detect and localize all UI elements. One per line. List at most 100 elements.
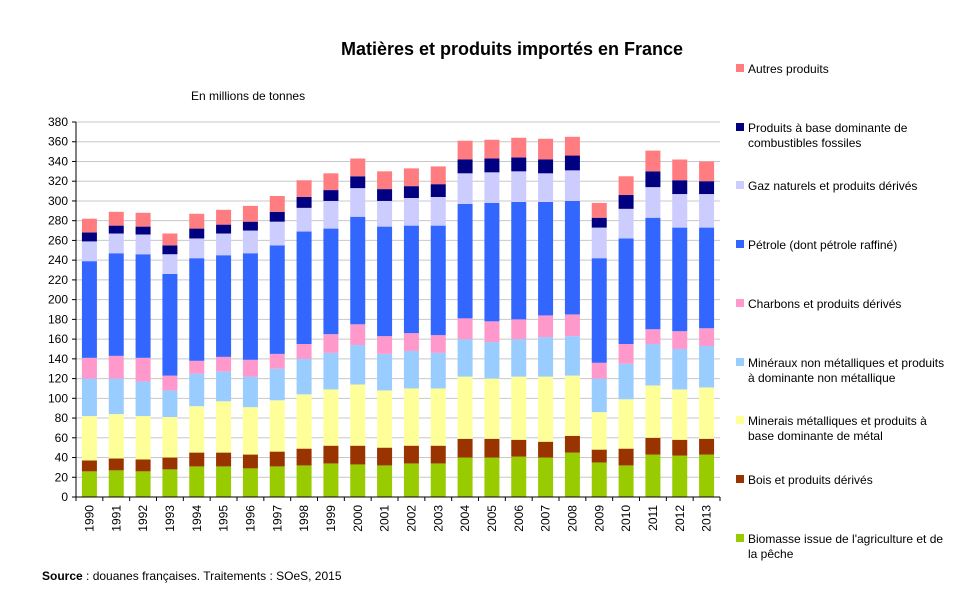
- bar-segment: [242, 205, 258, 222]
- bar-segment: [699, 227, 715, 329]
- y-tick-label: 220: [48, 273, 68, 287]
- bar-segment: [484, 438, 500, 458]
- bars: [81, 136, 715, 497]
- bar-segment: [81, 241, 97, 262]
- bar-segment: [538, 173, 554, 202]
- bar-segment: [269, 353, 285, 369]
- bar-segment: [189, 238, 205, 259]
- bar-segment: [323, 190, 339, 201]
- bar-segment: [457, 339, 473, 377]
- bar-segment: [538, 159, 554, 174]
- bar-segment: [591, 462, 607, 497]
- bar-segment: [108, 211, 124, 226]
- bar-segment: [403, 197, 419, 226]
- bar-segment: [457, 203, 473, 319]
- bar-segment: [189, 213, 205, 229]
- x-tick-label: 2012: [673, 505, 687, 532]
- x-tick-labels: 1990 1991 1992 1993 1994 1995 1996 1997 1998 1999…: [75, 497, 721, 532]
- bar-segment: [135, 226, 151, 235]
- bar-segment: [216, 401, 232, 453]
- bar-segment: [699, 438, 715, 455]
- bar-segment: [242, 468, 258, 497]
- legend-item: Bois et produits dérivés: [736, 473, 873, 487]
- bar-segment: [457, 140, 473, 160]
- y-tick-label: 0: [61, 490, 68, 504]
- bar-segment: [269, 196, 285, 212]
- bar-segment: [296, 231, 312, 345]
- bar-segment: [216, 356, 232, 372]
- bar-segment: [323, 463, 339, 497]
- bar-segment: [242, 221, 258, 231]
- bar-segment: [484, 139, 500, 159]
- bar-segment: [564, 170, 580, 201]
- bar-stack-2001: [377, 171, 393, 497]
- x-tick-label: 1999: [324, 505, 338, 532]
- bar-segment: [350, 345, 366, 385]
- bar-segment: [511, 439, 527, 457]
- bar-segment: [457, 173, 473, 204]
- bar-segment: [216, 466, 232, 497]
- bar-segment: [162, 469, 178, 497]
- bar-segment: [242, 230, 258, 254]
- bar-segment: [269, 368, 285, 401]
- bar-segment: [591, 258, 607, 363]
- x-tick-label: 2004: [458, 505, 472, 532]
- x-tick-label: 1997: [270, 505, 284, 532]
- bar-stack-1999: [323, 173, 339, 497]
- y-tick-label: 260: [48, 233, 68, 247]
- bar-stack-2002: [403, 168, 419, 497]
- bar-stack-1997: [269, 196, 285, 497]
- bar-segment: [108, 378, 124, 415]
- bar-segment: [108, 233, 124, 254]
- x-tick-label: 1996: [243, 505, 257, 532]
- y-tick-label: 80: [55, 411, 69, 425]
- bar-segment: [511, 171, 527, 202]
- y-tick-label: 40: [55, 451, 69, 465]
- bar-stack-2012: [672, 159, 688, 497]
- bar-segment: [618, 238, 634, 345]
- bar-segment: [403, 333, 419, 351]
- bar-segment: [108, 458, 124, 471]
- bar-segment: [618, 176, 634, 196]
- bar-segment: [269, 221, 285, 246]
- bar-segment: [189, 466, 205, 497]
- bar-stack-1998: [296, 180, 312, 497]
- x-tick-label: 2000: [351, 505, 365, 532]
- bar-segment: [672, 389, 688, 440]
- bar-stack-2008: [564, 136, 580, 497]
- bar-segment: [645, 437, 661, 455]
- y-tick-labels: 0 20 40 60 80 100 120 140 160 180 200 220 240 260 280 3…: [48, 115, 68, 504]
- x-tick-label: 2002: [404, 505, 418, 532]
- y-tick-label: 180: [48, 312, 68, 326]
- bar-segment: [511, 137, 527, 158]
- bar-segment: [645, 217, 661, 330]
- bar-stack-1994: [189, 213, 205, 497]
- bar-segment: [269, 245, 285, 354]
- bar-segment: [457, 438, 473, 458]
- x-tick-label: 2001: [378, 505, 392, 532]
- bar-segment: [430, 197, 446, 226]
- y-tick-label: 280: [48, 214, 68, 228]
- bar-segment: [618, 363, 634, 400]
- bar-segment: [242, 253, 258, 360]
- bar-segment: [538, 315, 554, 338]
- legend-item: Pétrole (dont pétrole raffiné): [736, 238, 897, 252]
- bar-segment: [81, 416, 97, 461]
- bar-segment: [430, 352, 446, 389]
- bar-segment: [484, 457, 500, 497]
- bar-segment: [323, 389, 339, 446]
- legend-label: Minéraux non métalliques et produits à do…: [748, 356, 944, 385]
- bar-segment: [484, 321, 500, 343]
- bar-segment: [564, 314, 580, 337]
- bar-segment: [699, 387, 715, 439]
- y-axis-unit-label: En millions de tonnes: [191, 89, 305, 103]
- bar-segment: [323, 352, 339, 390]
- bar-segment: [377, 390, 393, 448]
- y-tick-label: 360: [48, 135, 68, 149]
- bar-segment: [672, 180, 688, 195]
- bar-segment: [162, 273, 178, 376]
- x-tick-label: 2008: [565, 505, 579, 532]
- legend-label: Pétrole (dont pétrole raffiné): [748, 238, 897, 252]
- y-tick-label: 300: [48, 194, 68, 208]
- x-tick-label: 1995: [217, 505, 231, 532]
